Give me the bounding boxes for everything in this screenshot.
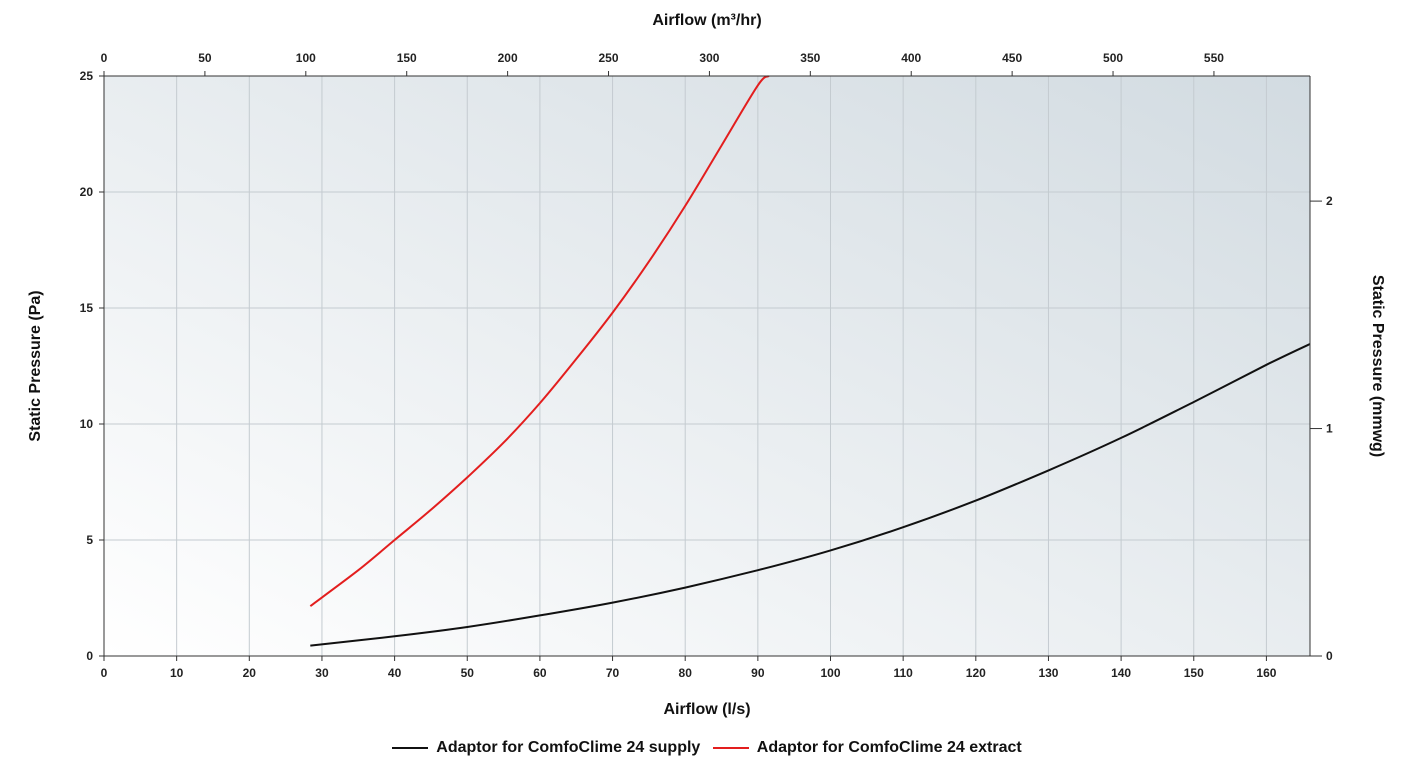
legend-label-extract: Adaptor for ComfoClime 24 extract	[756, 739, 1022, 756]
legend-item-supply: Adaptor for ComfoClime 24 supply	[392, 739, 700, 757]
x-tick-label: 0	[101, 666, 108, 680]
x2-tick-label: 400	[901, 51, 921, 65]
x2-tick-label: 200	[498, 51, 518, 65]
x-tick-label: 10	[170, 666, 184, 680]
x-tick-label: 140	[1111, 666, 1131, 680]
y-tick-label: 20	[80, 185, 94, 199]
legend-swatch-extract	[712, 747, 749, 749]
x-tick-label: 50	[461, 666, 475, 680]
x2-tick-label: 250	[599, 51, 619, 65]
y-tick-label: 15	[80, 301, 94, 315]
y-axis-title: Static Pressure (Pa)	[27, 290, 44, 441]
x-tick-label: 130	[1038, 666, 1058, 680]
x-tick-label: 90	[751, 666, 765, 680]
x2-tick-label: 350	[800, 51, 820, 65]
x2-tick-label: 50	[198, 51, 212, 65]
x-tick-label: 20	[243, 666, 257, 680]
legend-label-supply: Adaptor for ComfoClime 24 supply	[436, 739, 701, 756]
x-tick-label: 100	[820, 666, 840, 680]
y-tick-label: 0	[86, 649, 93, 663]
y2-axis-title: Static Pressure (mmwg)	[1369, 275, 1386, 457]
x2-tick-label: 300	[699, 51, 719, 65]
x-tick-label: 150	[1184, 666, 1204, 680]
x-tick-label: 70	[606, 666, 620, 680]
plot-background	[104, 76, 1310, 656]
legend-swatch-supply	[392, 747, 429, 749]
series-line-supply	[310, 343, 1311, 647]
y2-tick-label: 1	[1326, 422, 1333, 436]
x2-tick-label: 500	[1103, 51, 1123, 65]
y-tick-label: 5	[86, 533, 93, 547]
legend: Adaptor for ComfoClime 24 supply Adaptor…	[0, 736, 1414, 757]
axes: 0 10 20 30 40 50 60 70 80 90 100 110 120 130 140 150 160…	[80, 51, 1333, 680]
x2-axis-title: Airflow (m³/hr)	[652, 12, 761, 29]
x2-tick-label: 150	[397, 51, 417, 65]
x2-tick-label: 0	[101, 51, 108, 65]
series-line-extract	[309, 75, 770, 607]
y-tick-label: 10	[80, 417, 94, 431]
y2-tick-label: 2	[1326, 194, 1333, 208]
x-tick-label: 60	[533, 666, 547, 680]
series-group	[309, 75, 1311, 647]
y2-tick-label: 0	[1326, 649, 1333, 663]
x-axis-title: Airflow (l/s)	[663, 701, 750, 718]
x-tick-label: 40	[388, 666, 402, 680]
x-tick-label: 120	[966, 666, 986, 680]
legend-item-extract: Adaptor for ComfoClime 24 extract	[712, 739, 1022, 757]
x2-tick-label: 100	[296, 51, 316, 65]
x-tick-label: 30	[315, 666, 329, 680]
x2-tick-label: 450	[1002, 51, 1022, 65]
x2-tick-label: 550	[1204, 51, 1224, 65]
x-tick-label: 80	[679, 666, 693, 680]
x-tick-label: 110	[893, 666, 913, 680]
y-tick-label: 25	[80, 69, 94, 83]
x-tick-label: 160	[1256, 666, 1276, 680]
